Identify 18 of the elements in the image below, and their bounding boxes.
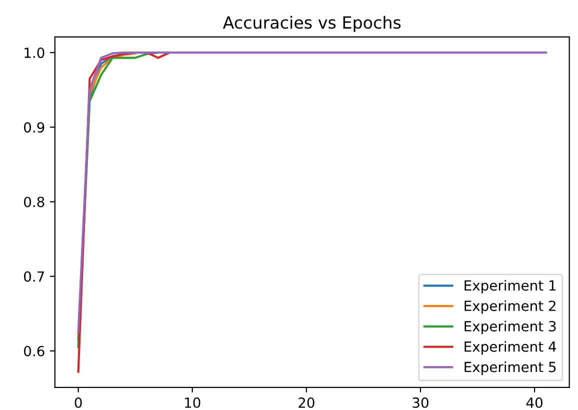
x-tick-label: 0: [74, 397, 82, 408]
line-series: [77, 52, 171, 373]
chart-title: Accuracies vs Epochs: [222, 16, 401, 32]
legend-label: Experiment 2: [464, 300, 556, 314]
legend-label: Experiment 4: [464, 341, 556, 355]
y-tick-label: 0.9: [24, 122, 44, 133]
legend-label: Experiment 1: [464, 280, 556, 294]
y-tick-label: 1.0: [24, 48, 44, 58]
y-tick-label: 0.6: [24, 346, 44, 356]
x-tick-label: 10: [185, 397, 200, 408]
legend-label: Experiment 5: [464, 362, 556, 375]
x-tick-label: 40: [526, 397, 542, 408]
legend-label: Experiment 3: [464, 320, 556, 334]
y-tick-label: 0.8: [24, 196, 44, 208]
line-series: [77, 52, 547, 334]
x-tick-label: 30: [412, 397, 428, 408]
y-tick-label: 0.7: [24, 271, 44, 282]
x-tick-label: 20: [298, 397, 314, 408]
